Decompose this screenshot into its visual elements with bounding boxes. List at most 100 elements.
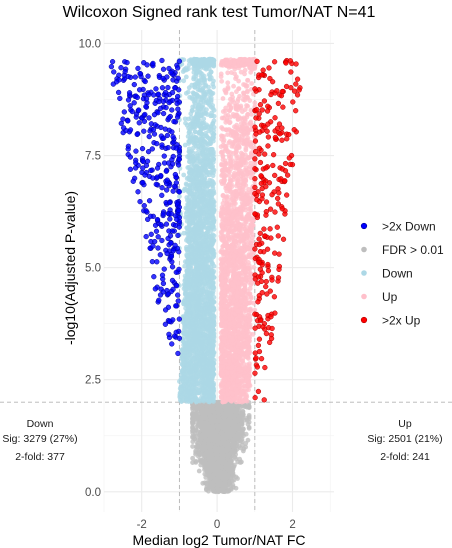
data-point [178,372,184,378]
data-point [227,480,233,486]
data-point [199,457,205,463]
data-point [207,464,213,469]
data-point [213,418,218,424]
data-point [182,116,188,122]
data-point [210,81,216,87]
data-point [240,409,246,415]
data-point [183,74,189,80]
data-point [216,481,222,487]
data-point [196,468,202,474]
data-point [212,445,218,450]
data-point [192,405,198,411]
data-point [210,488,216,494]
data-point [203,475,209,480]
data-point [238,417,244,423]
data-point [197,403,203,409]
data-point [181,78,187,84]
data-point [215,425,221,430]
data-point [196,453,201,459]
data-point [203,294,209,300]
data-point [214,461,220,467]
data-point [235,476,240,481]
data-point [246,425,252,431]
data-point [238,422,244,427]
data-point [201,420,207,426]
data-point [215,486,221,492]
data-point [246,404,252,410]
data-point [203,430,209,436]
data-point [190,455,196,461]
series-fdr-0-01 [190,399,252,495]
data-point [190,421,196,427]
data-point [208,481,214,487]
data-point [202,414,208,420]
data-point [243,441,249,446]
data-point [217,473,223,478]
data-point [226,467,231,473]
data-point [201,443,207,449]
data-point [193,460,199,465]
data-point [191,412,197,418]
data-point [223,412,229,418]
data-point [223,460,229,466]
data-point [230,448,235,454]
data-points [108,56,303,495]
data-point [222,480,228,485]
data-point [187,94,193,100]
data-point [229,432,235,438]
data-point [237,460,243,465]
data-point [215,410,221,416]
data-point [182,299,188,305]
data-point [202,480,208,486]
data-point [245,421,251,427]
data-point [238,445,243,451]
data-point [225,453,231,459]
data-point [203,110,209,116]
data-point [190,428,196,434]
data-point [197,421,202,427]
data-point [229,405,235,410]
data-point [244,415,249,421]
data-point [223,435,229,441]
data-point [208,428,214,434]
data-point [193,444,199,450]
data-point [235,425,241,431]
data-point [210,183,215,189]
data-point [227,420,233,426]
data-point [216,456,222,462]
data-point [209,424,215,430]
data-point [217,447,223,453]
data-point [215,439,221,445]
data-point [207,413,213,419]
data-point [215,468,221,473]
chart-title: Wilcoxon Signed rank test Tumor/NAT N=41 [63,4,376,21]
series-down [177,56,217,405]
data-point [214,406,220,411]
data-point [181,230,187,236]
data-point [211,472,217,478]
data-point [209,404,214,410]
data-point [228,460,234,466]
data-point [211,314,217,320]
data-point [206,488,211,494]
data-point [203,410,209,416]
data-point [225,489,230,494]
data-point [184,252,190,258]
data-point [239,431,245,437]
data-point [224,407,230,413]
data-point [201,425,207,430]
data-point [205,450,211,455]
data-point [220,484,226,490]
data-point [204,404,210,410]
data-point [209,113,215,119]
data-point [193,73,199,79]
data-point [190,444,196,449]
data-point [181,286,187,292]
data-point [177,194,182,199]
data-point [230,443,236,448]
data-point [183,120,188,126]
data-point [196,387,202,393]
data-point [225,472,231,478]
data-point [186,130,192,136]
